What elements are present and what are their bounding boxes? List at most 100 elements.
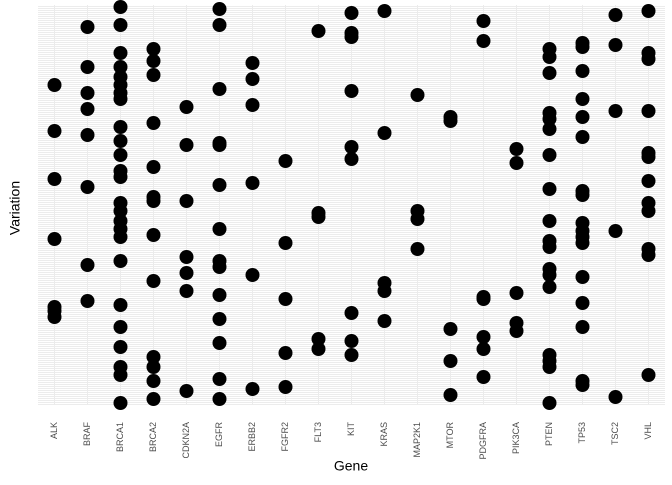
dot [476, 330, 491, 344]
dot [113, 204, 128, 218]
dot [344, 334, 359, 348]
dot [47, 310, 62, 324]
dot [146, 350, 161, 364]
x-tick-label: BRCA1 [115, 422, 125, 452]
dot [212, 336, 227, 350]
dot [542, 280, 557, 294]
dot [113, 134, 128, 148]
dot [575, 296, 590, 310]
dot [542, 50, 557, 64]
dot [80, 102, 95, 116]
dot [311, 342, 326, 356]
dot [212, 222, 227, 236]
dot [212, 372, 227, 386]
dot [47, 232, 62, 246]
x-tick-label: MTOR [445, 422, 455, 449]
dot [608, 38, 623, 52]
dot [542, 182, 557, 196]
dot [146, 228, 161, 242]
dot [575, 40, 590, 54]
dot [179, 194, 194, 208]
dot [146, 68, 161, 82]
dot [575, 92, 590, 106]
dot [278, 154, 293, 168]
dot [542, 240, 557, 254]
dot [377, 284, 392, 298]
dot [575, 236, 590, 250]
dot [212, 312, 227, 326]
dot [212, 392, 227, 406]
dot [542, 122, 557, 136]
dot [146, 42, 161, 56]
dot [311, 24, 326, 38]
dot [542, 396, 557, 410]
x-tick-label: PIK3CA [511, 422, 521, 454]
x-tick-label: PTEN [544, 422, 554, 446]
dot [212, 18, 227, 32]
dot [47, 124, 62, 138]
dot [377, 314, 392, 328]
dot [212, 138, 227, 152]
dot [278, 380, 293, 394]
dot [113, 148, 128, 162]
dot [641, 52, 656, 66]
dot [113, 320, 128, 334]
dot [278, 292, 293, 306]
dot [410, 88, 425, 102]
x-tick-label: KIT [346, 422, 356, 437]
dot [542, 148, 557, 162]
x-tick-label: TSC2 [610, 422, 620, 445]
dot [245, 98, 260, 112]
dot [608, 8, 623, 22]
dot [80, 180, 95, 194]
dot [641, 368, 656, 382]
dot [113, 92, 128, 106]
dot [443, 322, 458, 336]
y-axis-title: Variation [7, 181, 23, 235]
dot [542, 268, 557, 282]
dot [146, 360, 161, 374]
dot [311, 332, 326, 346]
dot [575, 110, 590, 124]
dot [344, 30, 359, 44]
dot [377, 4, 392, 18]
x-tick-label: FGFR2 [280, 422, 290, 452]
dot [344, 348, 359, 362]
dot [80, 128, 95, 142]
x-tick-label: MAP2K1 [412, 422, 422, 458]
dot [113, 170, 128, 184]
dot [641, 174, 656, 188]
dot [575, 130, 590, 144]
dot [179, 266, 194, 280]
dot [377, 126, 392, 140]
dot [113, 18, 128, 32]
dot [146, 160, 161, 174]
dot [443, 388, 458, 402]
dot [179, 138, 194, 152]
dot [113, 368, 128, 382]
dot [575, 378, 590, 392]
x-tick-label: ALK [49, 422, 59, 439]
dot [212, 82, 227, 96]
dot [80, 294, 95, 308]
dot [179, 384, 194, 398]
dot [212, 2, 227, 16]
dot [113, 46, 128, 60]
dot [476, 14, 491, 28]
dot [179, 250, 194, 264]
dot [212, 178, 227, 192]
plot-area [38, 0, 665, 410]
dot [245, 268, 260, 282]
dot [278, 346, 293, 360]
dot [80, 20, 95, 34]
dot [575, 188, 590, 202]
x-tick-label: BRAF [82, 422, 92, 447]
dot [575, 64, 590, 78]
dot [575, 320, 590, 334]
dot [146, 54, 161, 68]
dot [509, 324, 524, 338]
dot [344, 152, 359, 166]
dot [509, 286, 524, 300]
dot [344, 140, 359, 154]
dot [113, 340, 128, 354]
